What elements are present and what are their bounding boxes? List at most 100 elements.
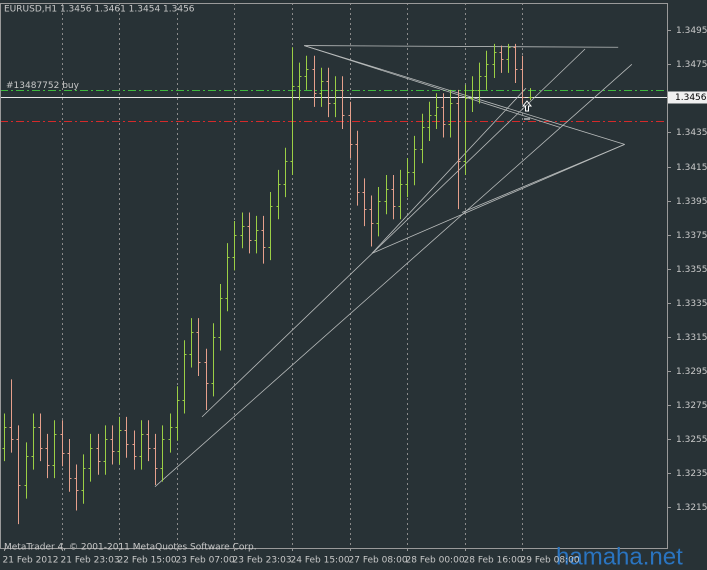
plot-frame (0, 3, 668, 549)
ohlc-bar (398, 169, 403, 220)
y-tick-label: 1.3255 (676, 435, 707, 445)
ohlc-bar (470, 76, 475, 112)
ohlc-bar (412, 135, 417, 186)
ohlc-bar (96, 433, 101, 475)
y-tick-label: 1.3335 (676, 299, 707, 309)
y-tick-label: 1.3295 (676, 367, 707, 377)
ohlc-bar (492, 43, 497, 78)
ohlc-bar (355, 130, 360, 206)
ohlc-bar (240, 212, 245, 249)
x-tick-label: 28 Feb 00:00 (406, 556, 465, 566)
x-tick-label: 23 Feb 23:03 (233, 556, 292, 566)
y-tick-label: 1.3495 (676, 26, 707, 36)
bid-label: 1.3456 (675, 93, 707, 103)
ohlc-bar (528, 88, 533, 101)
ohlc-bar (384, 175, 389, 215)
y-tick-label: 1.3235 (676, 469, 707, 479)
ohlc-bar (283, 147, 288, 198)
ohlc-bar (499, 45, 504, 73)
ohlc-bar (225, 243, 230, 312)
arrow-icon (521, 100, 533, 112)
ohlc-bar (348, 101, 353, 158)
trendline (371, 143, 625, 254)
ohlc-bar (441, 93, 446, 138)
ohlc-bar (232, 221, 237, 271)
y-tick-label: 1.3435 (676, 128, 707, 138)
ohlc-bar (52, 420, 57, 479)
ohlc-bar (74, 464, 79, 511)
ohlc-bar (204, 348, 209, 411)
ohlc-bar (319, 67, 324, 107)
ohlc-bar (268, 192, 273, 261)
ohlc-bar (2, 413, 7, 462)
ohlc-bar (196, 318, 201, 376)
x-tick-label: 23 Feb 07:00 (176, 556, 235, 566)
ohlc-bar (146, 420, 151, 462)
order-label: #13487752 buy (6, 81, 80, 91)
ohlc-bar (456, 89, 461, 210)
trendline (154, 64, 633, 487)
order-arrow (521, 100, 533, 120)
ohlc-bar (189, 318, 194, 368)
ohlc-bar (326, 67, 331, 118)
ohlc-bar (448, 89, 453, 138)
ohlc-bar (333, 76, 338, 118)
plot-layer (0, 3, 668, 548)
ohlc-bar (24, 442, 29, 499)
ohlc-bar (484, 50, 489, 90)
ohlc-bar (340, 76, 345, 130)
ohlc-bar (117, 416, 122, 465)
trendline (461, 143, 625, 213)
y-tick-label: 1.3215 (676, 503, 707, 513)
ohlc-bar (254, 215, 259, 254)
ohlc-bar (312, 55, 317, 107)
ohlc-bar (211, 323, 216, 397)
bid-box (668, 91, 707, 104)
ohlc-bar (67, 439, 72, 492)
ohlc-bar (427, 101, 432, 141)
trendline (304, 45, 560, 128)
ohlc-bar (139, 420, 144, 470)
ohlc-bar (9, 379, 14, 453)
chart-title: EURUSD,H1 1.3456 1.3461 1.3454 1.3456 (4, 5, 195, 15)
ohlc-bar (124, 416, 129, 458)
ohlc-bar (31, 413, 36, 470)
x-tick-label: 21 Feb 2012 (3, 556, 59, 566)
x-tick-label: 28 Feb 16:00 (464, 556, 523, 566)
trendline (201, 48, 586, 418)
ohlc-bar (88, 433, 93, 482)
ohlc-bar (376, 186, 381, 237)
y-tick-label: 1.3355 (676, 265, 707, 275)
x-tick-label: 27 Feb 08:00 (349, 556, 408, 566)
ohlc-bar (247, 212, 252, 254)
footer: MetaTrader 4, © 2001-2011 MetaQuotes Sof… (4, 543, 257, 553)
y-tick-label: 1.3475 (676, 60, 707, 70)
trendline (304, 45, 619, 48)
ohlc-bar (218, 284, 223, 351)
y-tick-label: 1.3395 (676, 197, 707, 207)
ohlc-bar (477, 62, 482, 104)
ohlc-bar (60, 420, 65, 467)
ohlc-bar (168, 413, 173, 453)
ohlc-bar (420, 113, 425, 164)
ohlc-bar (513, 43, 518, 84)
ohlc-bar (132, 430, 137, 470)
ohlc-bar (45, 433, 50, 479)
ohlc-bar (369, 195, 374, 247)
watermark: hamaha.net (556, 543, 683, 570)
ohlc-bar (175, 386, 180, 441)
trendline (304, 45, 625, 145)
y-tick-label: 1.3415 (676, 163, 707, 173)
ohlc-bar (110, 425, 115, 465)
ohlc-bar (506, 43, 511, 73)
y-tick-label: 1.3275 (676, 401, 707, 411)
ohlc-bar (304, 55, 309, 90)
ohlc-bar (16, 425, 21, 525)
ohlc-bar (290, 47, 295, 176)
y-tick-label: 1.3375 (676, 231, 707, 241)
ohlc-bar (362, 178, 367, 227)
x-tick-label: 29 Feb 08:00 (521, 556, 580, 566)
y-tick-label: 1.3315 (676, 333, 707, 343)
